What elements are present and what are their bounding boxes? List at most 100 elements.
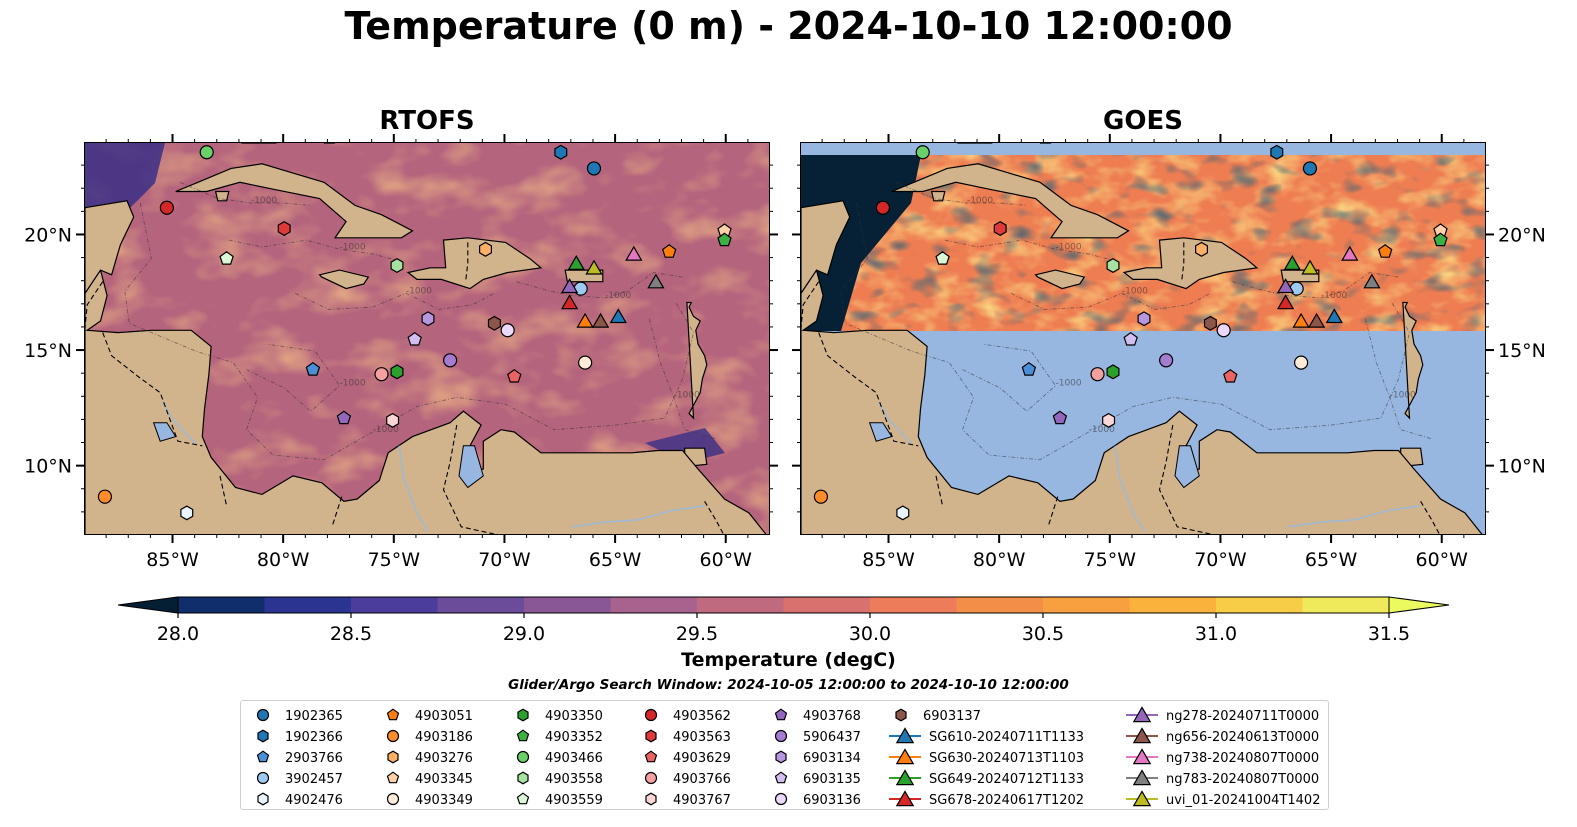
station-4903629[interactable]	[507, 368, 522, 383]
station-ng656-20240613T0000[interactable]	[591, 312, 610, 328]
station-6903136[interactable]	[500, 323, 515, 338]
station-4903276[interactable]	[479, 241, 492, 257]
station-ng656-20240613T0000[interactable]	[1307, 312, 1326, 328]
land-central-south-america	[801, 268, 1483, 534]
station-6903136[interactable]	[1216, 323, 1231, 338]
station-SG630-20240713T1103[interactable]	[576, 312, 594, 328]
station-ng738-20240807T0000[interactable]	[625, 245, 643, 261]
lon-tick-label: 65°W	[589, 549, 642, 571]
legend-marker	[775, 750, 787, 764]
station-6903134[interactable]	[1137, 311, 1151, 327]
station-4903767[interactable]	[386, 412, 400, 428]
station-4903350[interactable]	[390, 364, 404, 380]
station-6903137[interactable]	[1203, 315, 1217, 331]
station-5906437[interactable]	[443, 353, 458, 368]
legend-label: ng783-20240807T0000	[1166, 772, 1319, 787]
land-cuba	[175, 163, 414, 239]
depth-contour	[896, 181, 1027, 206]
station-4903563[interactable]	[277, 221, 291, 237]
station-1902366[interactable]	[554, 144, 568, 160]
station-ng738-20240807T0000[interactable]	[1341, 245, 1359, 261]
map-panel-rtofs[interactable]: -1000 -1000 -1000 -1000 -1000 -1000 -1000	[84, 142, 770, 535]
station-4903768[interactable]	[336, 410, 352, 425]
station-4903276[interactable]	[1195, 241, 1208, 257]
station-4903559[interactable]	[935, 251, 950, 265]
station-4903766[interactable]	[1090, 367, 1105, 382]
station-4903349[interactable]	[578, 355, 593, 370]
station-4902476[interactable]	[180, 505, 194, 521]
station-3902457[interactable]	[573, 281, 588, 296]
station-SG678-20240617T1202[interactable]	[560, 294, 579, 310]
legend-label: 4903766	[673, 772, 731, 787]
legend-marker	[774, 792, 788, 806]
station-4903558[interactable]	[390, 258, 404, 273]
station-SG678-20240617T1202[interactable]	[1276, 294, 1295, 310]
station-1902365[interactable]	[1302, 161, 1318, 176]
rtofs-map-canvas[interactable]: -1000 -1000 -1000 -1000 -1000 -1000 -1000	[85, 143, 770, 535]
legend-label: 4903767	[673, 793, 731, 808]
station-6903135[interactable]	[407, 331, 422, 346]
legend-marker	[895, 708, 907, 722]
legend-label: 5906437	[803, 730, 861, 745]
station-4903186[interactable]	[813, 489, 829, 504]
station-4903051[interactable]	[661, 244, 677, 258]
station-6903137[interactable]	[487, 315, 501, 331]
station-1902366[interactable]	[1270, 144, 1284, 160]
station-4903466[interactable]	[915, 145, 930, 160]
station-ng783-20240807T0000[interactable]	[1363, 273, 1381, 289]
station-SG610-20240711T1133[interactable]	[609, 308, 627, 324]
country-border	[935, 475, 944, 507]
river	[877, 401, 913, 445]
station-ng278-20240711T0000[interactable]	[560, 278, 579, 294]
station-4903562[interactable]	[875, 200, 890, 215]
station-4903558[interactable]	[1106, 258, 1120, 273]
station-SG649-20240712T1133[interactable]	[1283, 254, 1301, 271]
legend-marker	[256, 708, 270, 722]
legend-label: 4903051	[415, 709, 473, 724]
station-uvi_01-20241004T1402[interactable]	[1301, 259, 1319, 275]
legend-marker	[386, 708, 400, 721]
station-4903466[interactable]	[199, 145, 214, 160]
station-2903766[interactable]	[305, 361, 321, 376]
station-3902457[interactable]	[1289, 281, 1304, 296]
station-4903051[interactable]	[1377, 244, 1393, 258]
station-4903563[interactable]	[993, 221, 1007, 237]
station-ng278-20240711T0000[interactable]	[1276, 278, 1295, 294]
station-4903352[interactable]	[717, 232, 732, 247]
station-uvi_01-20241004T1402[interactable]	[585, 259, 603, 275]
contour-label: -1000	[674, 390, 700, 400]
station-4903349[interactable]	[1294, 355, 1309, 370]
river	[1114, 445, 1145, 532]
station-4903766[interactable]	[374, 367, 389, 382]
legend-label: 1902366	[285, 730, 343, 745]
map-panel-goes[interactable]: -1000 -1000 -1000 -1000 -1000 -1000 -1000	[800, 142, 1486, 535]
station-1902365[interactable]	[586, 161, 602, 176]
station-4902476[interactable]	[896, 505, 910, 521]
station-4903629[interactable]	[1223, 368, 1238, 383]
station-markers[interactable]	[813, 144, 1448, 521]
river	[398, 445, 429, 532]
colorbar-tick-label: 29.0	[503, 623, 545, 644]
station-4903559[interactable]	[219, 251, 234, 265]
station-markers[interactable]	[97, 144, 732, 521]
station-4903350[interactable]	[1106, 364, 1120, 380]
station-SG630-20240713T1103[interactable]	[1292, 312, 1310, 328]
station-4903767[interactable]	[1102, 412, 1116, 428]
station-SG610-20240711T1133[interactable]	[1325, 308, 1343, 324]
station-SG649-20240712T1133[interactable]	[567, 254, 585, 271]
station-2903766[interactable]	[1021, 361, 1037, 376]
country-border	[1420, 501, 1441, 534]
station-4903352[interactable]	[1433, 232, 1448, 247]
station-6903135[interactable]	[1123, 331, 1138, 346]
legend-label: 6903135	[803, 772, 861, 787]
station-4903562[interactable]	[159, 200, 174, 215]
station-6903134[interactable]	[421, 311, 435, 327]
station-4903186[interactable]	[97, 489, 113, 504]
station-ng783-20240807T0000[interactable]	[647, 273, 665, 289]
goes-map-canvas[interactable]: -1000 -1000 -1000 -1000 -1000 -1000 -1000	[801, 143, 1486, 535]
legend-marker	[645, 729, 657, 743]
station-5906437[interactable]	[1159, 353, 1174, 368]
lon-tick-label: 65°W	[1305, 549, 1358, 571]
station-4903768[interactable]	[1052, 410, 1068, 425]
legend-marker	[256, 771, 270, 785]
